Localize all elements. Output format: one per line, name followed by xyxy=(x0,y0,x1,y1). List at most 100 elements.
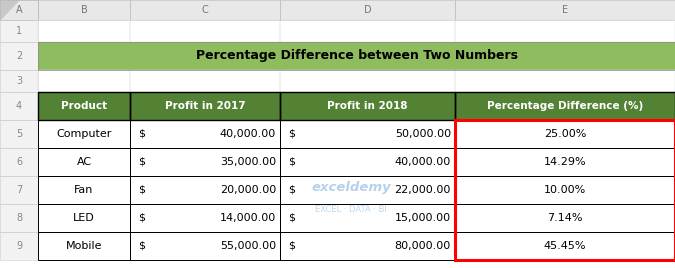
Text: 22,000.00: 22,000.00 xyxy=(395,185,451,195)
Text: B: B xyxy=(80,5,87,15)
Bar xyxy=(280,148,455,176)
Bar xyxy=(38,176,130,204)
Bar xyxy=(455,232,675,260)
Bar xyxy=(0,92,38,120)
Bar xyxy=(38,232,130,260)
Bar xyxy=(0,0,38,20)
Bar xyxy=(0,148,38,176)
Text: $: $ xyxy=(138,129,145,139)
Bar xyxy=(0,20,38,42)
Bar xyxy=(280,70,455,92)
Text: 14,000.00: 14,000.00 xyxy=(219,213,276,223)
Bar xyxy=(38,20,130,42)
Bar xyxy=(455,176,675,204)
Bar xyxy=(455,148,675,176)
Bar xyxy=(130,120,280,148)
Bar xyxy=(38,232,130,260)
Bar xyxy=(455,120,675,260)
Bar xyxy=(280,204,455,232)
Bar xyxy=(0,204,38,232)
Text: E: E xyxy=(562,5,568,15)
Bar xyxy=(38,20,130,42)
Bar xyxy=(280,20,455,42)
Text: 2: 2 xyxy=(16,51,22,61)
Text: 14.29%: 14.29% xyxy=(543,157,587,167)
Text: D: D xyxy=(364,5,371,15)
Bar xyxy=(130,70,280,92)
Bar xyxy=(455,20,675,42)
Bar xyxy=(455,176,675,204)
Bar xyxy=(0,42,38,70)
Text: 35,000.00: 35,000.00 xyxy=(220,157,276,167)
Bar xyxy=(38,204,130,232)
Text: 3: 3 xyxy=(16,76,22,86)
Bar xyxy=(130,232,280,260)
Bar xyxy=(38,120,130,148)
Bar xyxy=(455,0,675,20)
Bar xyxy=(0,70,38,92)
Text: 20,000.00: 20,000.00 xyxy=(219,185,276,195)
Bar xyxy=(38,92,130,120)
Bar xyxy=(130,120,280,148)
Bar xyxy=(280,232,455,260)
Text: 5: 5 xyxy=(16,129,22,139)
Text: exceldemy: exceldemy xyxy=(311,181,391,194)
Text: $: $ xyxy=(288,185,295,195)
Bar xyxy=(280,0,455,20)
Bar xyxy=(280,120,455,148)
Text: Profit in 2018: Profit in 2018 xyxy=(327,101,408,111)
Bar xyxy=(130,176,280,204)
Bar xyxy=(455,20,675,42)
Text: 7.14%: 7.14% xyxy=(547,213,583,223)
Text: Fan: Fan xyxy=(74,185,94,195)
Text: Percentage Difference between Two Numbers: Percentage Difference between Two Number… xyxy=(196,50,518,62)
Bar xyxy=(130,20,280,42)
Bar xyxy=(455,92,675,120)
Bar xyxy=(455,148,675,176)
Bar xyxy=(0,232,38,260)
Bar xyxy=(38,70,130,92)
Text: 40,000.00: 40,000.00 xyxy=(219,129,276,139)
Text: $: $ xyxy=(288,213,295,223)
Bar xyxy=(0,148,38,176)
Text: $: $ xyxy=(138,157,145,167)
Text: 25.00%: 25.00% xyxy=(544,129,586,139)
Bar xyxy=(130,20,280,42)
Bar xyxy=(130,176,280,204)
Text: 6: 6 xyxy=(16,157,22,167)
Polygon shape xyxy=(0,0,19,20)
Bar xyxy=(455,232,675,260)
Bar xyxy=(280,120,455,148)
Text: Percentage Difference (%): Percentage Difference (%) xyxy=(487,101,643,111)
Bar xyxy=(0,176,38,204)
Bar xyxy=(455,70,675,92)
Bar xyxy=(130,92,280,120)
Bar xyxy=(280,176,455,204)
Text: AC: AC xyxy=(76,157,92,167)
Text: $: $ xyxy=(288,157,295,167)
Text: 7: 7 xyxy=(16,185,22,195)
Text: 50,000.00: 50,000.00 xyxy=(395,129,451,139)
Bar xyxy=(455,120,675,148)
Bar xyxy=(38,176,130,204)
Bar xyxy=(38,42,675,70)
Bar xyxy=(0,232,38,260)
Text: 15,000.00: 15,000.00 xyxy=(395,213,451,223)
Bar xyxy=(130,148,280,176)
Bar xyxy=(455,70,675,92)
Text: C: C xyxy=(202,5,209,15)
Bar xyxy=(280,176,455,204)
Bar xyxy=(38,120,130,148)
Text: Profit in 2017: Profit in 2017 xyxy=(165,101,245,111)
Text: 55,000.00: 55,000.00 xyxy=(220,241,276,251)
Bar xyxy=(280,204,455,232)
Bar xyxy=(455,92,675,120)
Text: $: $ xyxy=(138,185,145,195)
Bar xyxy=(280,20,455,42)
Bar xyxy=(130,232,280,260)
Text: $: $ xyxy=(288,241,295,251)
Bar xyxy=(280,92,455,120)
Text: Computer: Computer xyxy=(56,129,111,139)
Bar xyxy=(130,204,280,232)
Text: $: $ xyxy=(288,129,295,139)
